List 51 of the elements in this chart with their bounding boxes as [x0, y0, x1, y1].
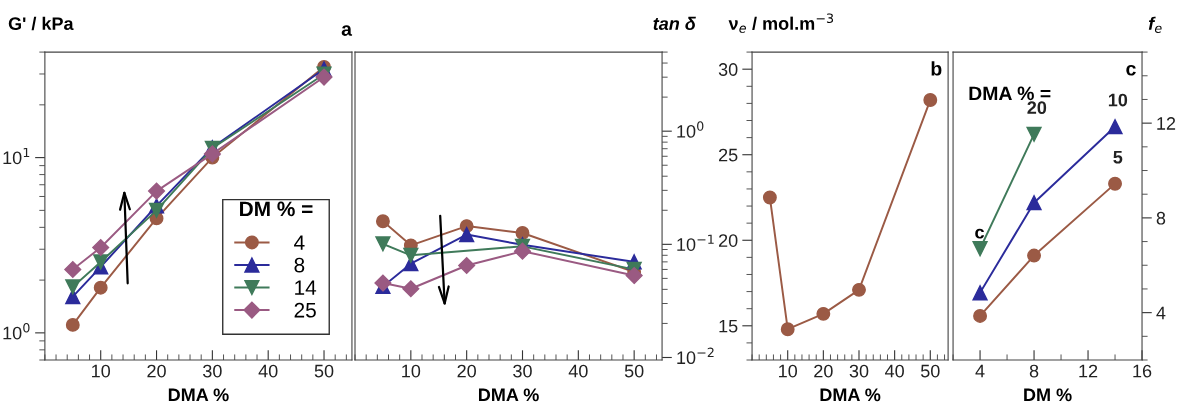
- x-tick-label: 20: [814, 364, 833, 378]
- y2-tick-label: 4: [1156, 306, 1166, 320]
- legend-label: 8: [294, 257, 305, 273]
- x-tick-label: 10: [779, 364, 798, 378]
- legend-label: 4: [294, 235, 305, 250]
- y2-tick-label: 10$^{−1}$: [677, 234, 714, 251]
- x-tick-label: 12: [1079, 364, 1098, 378]
- y-tick-label: 25: [719, 148, 738, 162]
- x-tick-label: 30: [203, 364, 222, 378]
- x-axis-title: DMA %: [478, 388, 539, 402]
- x-tick-label: 8: [1029, 364, 1039, 378]
- x-axis-title: DMA %: [820, 388, 881, 402]
- x-tick-label: 40: [568, 364, 588, 378]
- x-tick-label: 10: [92, 364, 111, 378]
- x-tick-label: 40: [885, 364, 904, 378]
- x-tick-label: 4: [975, 364, 985, 378]
- annotation: DMA % =: [969, 86, 1051, 101]
- y-axis-title: ν$_{e}$ / mol.m$^{−3}$: [728, 13, 834, 33]
- series-label: 20: [1027, 101, 1047, 115]
- y-tick-label: 30: [718, 63, 738, 76]
- x-tick-label: 20: [147, 364, 166, 378]
- y-tick-label: 15: [719, 319, 738, 333]
- x-tick-label: 40: [258, 364, 278, 378]
- series-label: 10: [1108, 93, 1128, 107]
- x-tick-label: 10: [402, 364, 421, 378]
- y-tick-label: 20: [719, 234, 738, 247]
- annotation: c: [1126, 64, 1136, 76]
- y2-axis-title: f$_{e}$: [1148, 16, 1162, 33]
- y2-axis-title: tan δ: [653, 16, 696, 31]
- x-axis-title: DM %: [1024, 388, 1072, 402]
- legend-label: 25: [294, 302, 316, 318]
- x-tick-label: 50: [624, 364, 644, 378]
- x-tick-label: 20: [457, 364, 476, 378]
- legend-title: DM % =: [240, 201, 313, 217]
- series-label: 5: [1113, 150, 1123, 164]
- x-tick-label: 16: [1133, 364, 1152, 378]
- y-tick-label: 10$^{1}$: [3, 147, 30, 165]
- text: a: [341, 25, 353, 36]
- legend-label: 14: [295, 280, 317, 295]
- annotation: b: [931, 61, 942, 76]
- annotation: c: [975, 228, 985, 239]
- y-axis-title: G' / kPa: [8, 16, 74, 31]
- x-tick-label: 50: [314, 364, 334, 378]
- x-tick-label: 30: [513, 364, 532, 378]
- y2-tick-label: 10$^{0}$: [677, 121, 704, 138]
- x-axis-title: DMA %: [168, 388, 229, 402]
- x-tick-label: 50: [920, 364, 940, 378]
- x-tick-label: 30: [849, 364, 869, 378]
- y2-tick-label: 8: [1156, 211, 1166, 225]
- y2-tick-label: 12: [1157, 117, 1176, 130]
- y2-tick-label: 10$^{−2}$: [677, 347, 714, 365]
